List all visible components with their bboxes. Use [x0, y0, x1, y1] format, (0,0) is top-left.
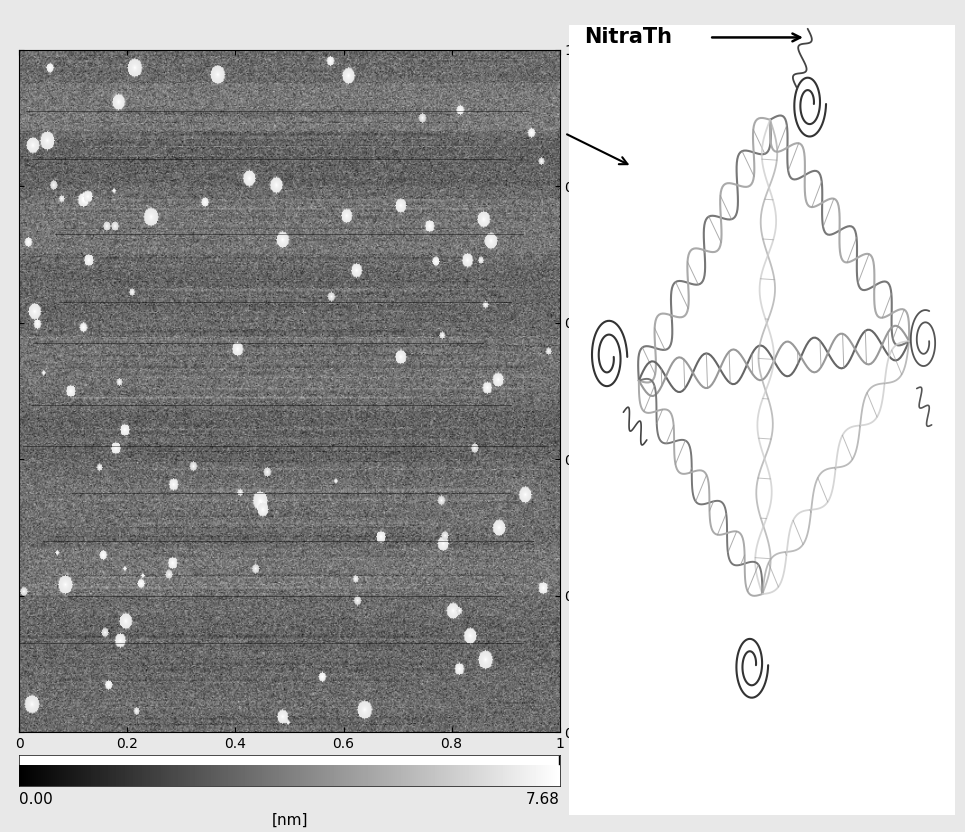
Text: 0.00: 0.00 [19, 792, 53, 808]
Y-axis label: [μm]: [μm] [591, 373, 606, 409]
X-axis label: [μm]: [μm] [271, 755, 308, 770]
Text: [nm]: [nm] [271, 813, 308, 828]
Text: NitraTh: NitraTh [584, 27, 672, 47]
Text: 7.68: 7.68 [526, 792, 560, 808]
